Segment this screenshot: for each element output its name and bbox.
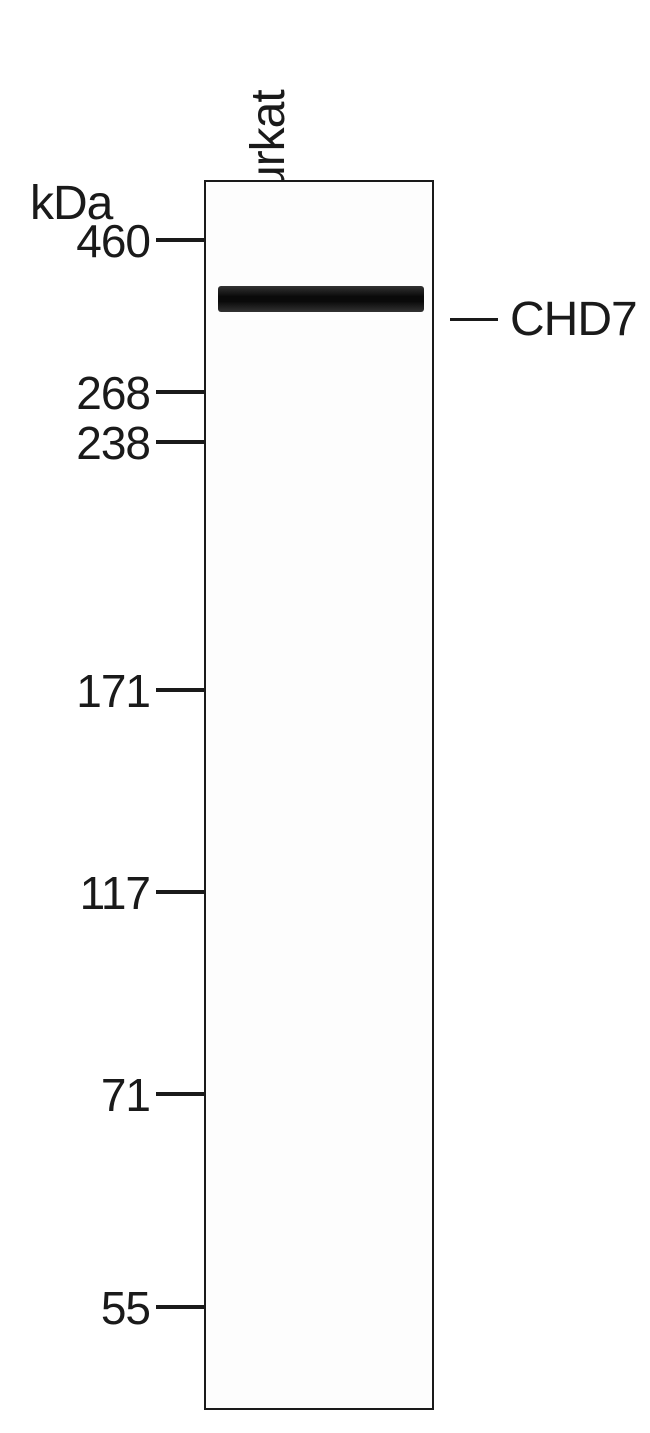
mw-value: 171 xyxy=(60,664,150,718)
mw-tick xyxy=(156,238,204,242)
mw-value: 117 xyxy=(60,866,150,920)
mw-tick xyxy=(156,390,204,394)
mw-tick xyxy=(156,1092,204,1096)
protein-name: CHD7 xyxy=(510,292,637,347)
mw-value: 268 xyxy=(60,366,150,420)
mw-tick xyxy=(156,440,204,444)
mw-value: 71 xyxy=(84,1068,150,1122)
mw-marker-55: 55 xyxy=(0,1305,204,1355)
protein-label-group: CHD7 xyxy=(450,292,637,347)
mw-marker-238: 238 xyxy=(0,440,204,490)
mw-marker-460: 460 xyxy=(0,238,204,288)
protein-band xyxy=(218,286,424,312)
protein-tick xyxy=(450,318,498,321)
mw-marker-71: 71 xyxy=(0,1092,204,1142)
mw-marker-117: 117 xyxy=(0,890,204,940)
mw-tick xyxy=(156,890,204,894)
western-blot-figure: Jurkat kDa 4602682381711177155 CHD7 xyxy=(0,0,650,1433)
mw-value: 55 xyxy=(84,1281,150,1335)
mw-marker-171: 171 xyxy=(0,688,204,738)
mw-tick xyxy=(156,1305,204,1309)
blot-lane xyxy=(204,180,434,1410)
mw-value: 238 xyxy=(60,416,150,470)
mw-tick xyxy=(156,688,204,692)
mw-value: 460 xyxy=(60,214,150,268)
